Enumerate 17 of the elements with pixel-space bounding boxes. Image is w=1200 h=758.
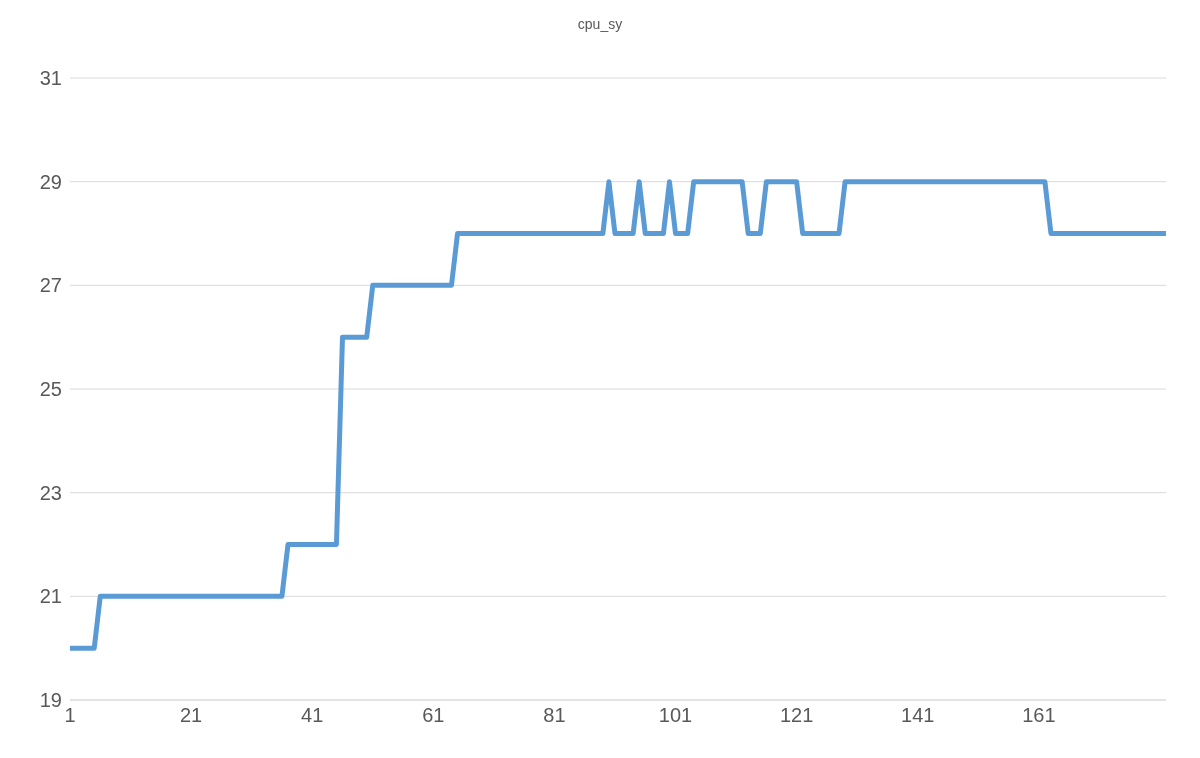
y-tick-label: 21 [39,585,62,608]
y-tick-label: 25 [39,378,62,401]
y-tick-label: 31 [39,67,62,90]
x-tick-label: 61 [422,704,445,727]
x-tick-label: 141 [901,704,935,727]
y-tick-label: 19 [39,689,62,712]
y-tick-label: 23 [39,481,62,504]
x-tick-label: 81 [543,704,566,727]
y-tick-label: 27 [39,274,62,297]
x-tick-label: 21 [179,704,203,727]
x-tick-label: 161 [1022,704,1056,727]
x-tick-label: 121 [779,704,814,727]
x-tick-label: 1 [64,704,76,727]
x-tick-label: 101 [658,704,693,727]
chart-title: cpu_sy [576,15,624,34]
x-tick-label: 41 [301,704,324,727]
y-tick-label: 29 [39,170,62,193]
